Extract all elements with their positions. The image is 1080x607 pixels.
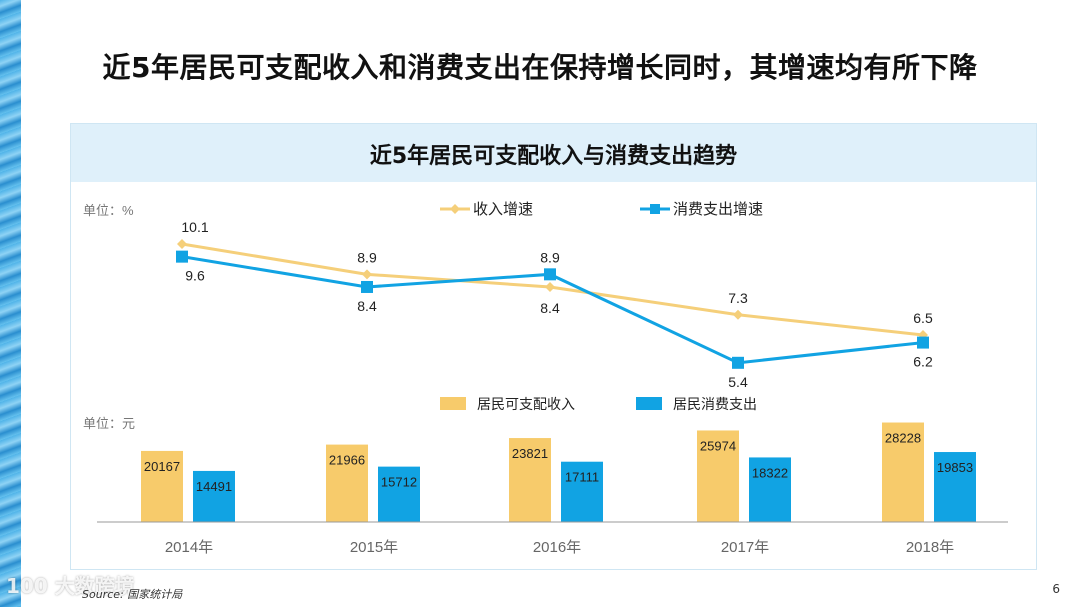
watermark-logo: 100 大数跨境 bbox=[6, 574, 135, 598]
income-growth-label: 10.1 bbox=[181, 219, 208, 235]
legend-income-bar-label: 居民可支配收入 bbox=[477, 396, 575, 412]
income-bar bbox=[509, 438, 551, 522]
decorative-side-strip bbox=[0, 0, 21, 607]
page-number: 6 bbox=[1052, 582, 1060, 596]
spend-bar bbox=[193, 470, 235, 522]
chart-panel-header: 近5年居民可支配收入与消费支出趋势 bbox=[71, 124, 1036, 182]
spend-bar bbox=[749, 457, 791, 522]
x-axis-tick-label: 2015年 bbox=[350, 539, 398, 556]
spend-bar bbox=[378, 466, 420, 522]
chart-panel-title: 近5年居民可支配收入与消费支出趋势 bbox=[369, 144, 738, 169]
legend-income-marker bbox=[450, 204, 460, 214]
spend-bar bbox=[561, 461, 603, 522]
income-bar bbox=[326, 444, 368, 522]
spend-growth-point bbox=[544, 268, 556, 281]
x-axis-tick-label: 2014年 bbox=[165, 539, 213, 556]
legend-spend-swatch bbox=[636, 397, 662, 410]
income-bar-value: 20167 bbox=[144, 459, 180, 474]
spend-growth-label: 9.6 bbox=[185, 268, 205, 284]
spend-growth-label: 8.4 bbox=[357, 298, 377, 314]
spend-growth-label: 5.4 bbox=[728, 374, 748, 390]
spend-growth-point bbox=[917, 336, 929, 349]
legend-spend-label: 消费支出增速 bbox=[673, 201, 763, 218]
spend-bar-value: 17111 bbox=[565, 470, 599, 485]
line-unit-label: 单位：% bbox=[83, 203, 134, 218]
spend-growth-point bbox=[361, 280, 373, 293]
income-growth-label: 7.3 bbox=[728, 290, 748, 306]
legend-income-label: 收入增速 bbox=[473, 201, 533, 218]
spend-growth-point bbox=[732, 356, 744, 369]
income-growth-point bbox=[545, 281, 555, 292]
slide-title: 近5年居民可支配收入和消费支出在保持增长同时，其增速均有所下降 bbox=[102, 51, 978, 84]
income-bar-value: 28228 bbox=[885, 431, 921, 446]
x-axis-tick-label: 2017年 bbox=[721, 539, 769, 556]
spend-growth-label: 6.2 bbox=[913, 354, 933, 370]
income-growth-label: 8.4 bbox=[540, 300, 560, 316]
income-growth-point bbox=[177, 239, 187, 249]
legend-income-swatch bbox=[440, 397, 466, 410]
spend-growth-point bbox=[176, 250, 188, 263]
income-growth-label: 6.5 bbox=[913, 310, 933, 326]
income-bar bbox=[697, 430, 739, 522]
spend-growth-label: 8.9 bbox=[540, 249, 560, 265]
income-bar-value: 23821 bbox=[512, 446, 548, 461]
spend-bar-value: 19853 bbox=[937, 460, 973, 475]
income-bar-value: 25974 bbox=[700, 438, 736, 453]
income-growth-point bbox=[733, 309, 743, 320]
spend-bar-value: 14491 bbox=[196, 479, 232, 494]
legend-spend-marker bbox=[650, 204, 660, 214]
bar-unit-label: 单位：元 bbox=[83, 416, 135, 431]
income-bar bbox=[882, 422, 924, 522]
income-growth-label: 8.9 bbox=[357, 249, 377, 265]
source-note: Source: 国家统计局 bbox=[82, 588, 183, 601]
spend-bar bbox=[934, 452, 976, 522]
income-bar bbox=[141, 450, 183, 522]
spend-bar-value: 15712 bbox=[381, 475, 417, 490]
income-growth-point bbox=[362, 269, 372, 280]
x-axis-tick-label: 2018年 bbox=[906, 539, 954, 556]
x-axis-tick-label: 2016年 bbox=[533, 539, 581, 556]
legend-spend-bar-label: 居民消费支出 bbox=[673, 396, 757, 412]
spend-bar-value: 18322 bbox=[752, 465, 788, 480]
income-bar-value: 21966 bbox=[329, 453, 365, 468]
